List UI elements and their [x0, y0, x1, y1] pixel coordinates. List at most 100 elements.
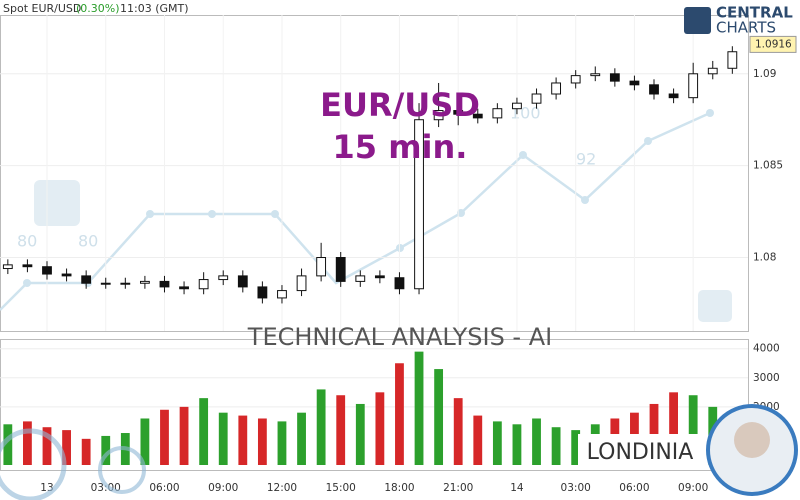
volume-bar	[257, 418, 267, 465]
y-tick-label: 4000	[753, 343, 780, 355]
change: (0.30%)	[76, 2, 120, 15]
candle-body	[433, 110, 444, 121]
volume-bar	[140, 418, 150, 465]
volume-bar	[160, 409, 169, 465]
watermark-icon	[34, 180, 80, 226]
brand-name: CENTRAL	[716, 4, 793, 22]
candle-body	[414, 119, 424, 290]
candle-body	[100, 282, 111, 285]
x-tick-label: 06:00	[149, 482, 179, 494]
candle-body	[257, 286, 268, 299]
candle-body	[531, 93, 542, 104]
volume-bar	[62, 430, 71, 465]
x-tick-label: 21:00	[443, 482, 473, 494]
y-tick-label: 1.08	[753, 252, 776, 264]
volume-bar	[199, 398, 209, 465]
volume-bar	[532, 418, 541, 465]
volume-bar	[81, 438, 91, 465]
volume-bar	[434, 369, 444, 465]
candle-body	[472, 113, 483, 119]
volume-bar	[492, 421, 502, 465]
volume-bar	[395, 363, 404, 465]
candle-body	[139, 280, 150, 284]
watermark-icon	[698, 290, 732, 322]
candle-body	[374, 275, 385, 279]
candle-body	[179, 286, 189, 290]
x-tick-label: 09:00	[208, 482, 238, 494]
candle-body	[727, 51, 738, 69]
partner-name: LONDINIA	[587, 440, 694, 465]
volume-bar	[336, 395, 346, 465]
volume-bar	[101, 435, 111, 465]
decor-circle	[98, 446, 146, 494]
volume-bar	[551, 427, 561, 465]
partner-box	[578, 434, 702, 470]
x-tick-label: 18:00	[384, 482, 414, 494]
brand-name: CHARTS	[716, 19, 776, 37]
volume-bar	[316, 389, 326, 465]
candle-body	[629, 80, 640, 86]
candle-body	[590, 73, 601, 77]
volume-bar	[414, 351, 424, 465]
candle-body	[649, 84, 659, 95]
x-tick-label: 06:00	[619, 482, 649, 494]
symbol: Spot EUR/USD	[3, 2, 81, 15]
candle-body	[492, 108, 503, 119]
candle-body	[707, 67, 718, 75]
volume-bar	[277, 421, 287, 465]
volume-bar	[571, 430, 581, 465]
candle-body	[120, 282, 131, 285]
chart-title: EUR/USD	[320, 86, 480, 124]
watermark-label: 80	[78, 232, 98, 251]
candle-body	[22, 264, 33, 268]
banner: TECHNICAL ANALYSIS - AI	[247, 323, 552, 351]
price-panel	[0, 15, 749, 332]
candle-body	[2, 264, 13, 270]
candle-body	[551, 82, 562, 95]
volume-bar	[688, 395, 698, 465]
volume-bar	[669, 392, 678, 465]
last-price-box	[749, 35, 797, 53]
candle-body	[61, 273, 72, 277]
volume-bar	[23, 421, 32, 465]
x-tick-label: 03:00	[561, 482, 591, 494]
decor-circle	[0, 428, 67, 500]
volume-bar	[218, 412, 228, 465]
volume-bar	[179, 406, 189, 465]
chart-subtitle: 15 min.	[333, 128, 468, 166]
candle-body	[237, 275, 248, 288]
volume-bar	[297, 412, 306, 465]
volume-bar	[238, 415, 248, 465]
volume-bar	[512, 424, 522, 465]
candle-body	[277, 290, 287, 299]
candle-body	[394, 277, 405, 290]
watermark-label: 92	[576, 150, 596, 169]
last-price-label: 1.0916	[755, 38, 792, 50]
candle-body	[570, 75, 581, 84]
candle-body	[316, 257, 327, 277]
volume-bar	[453, 398, 463, 465]
brand-logo	[684, 7, 711, 34]
candle-body	[688, 73, 699, 99]
candle-body	[81, 275, 92, 284]
candle-body	[512, 102, 522, 110]
x-tick-label: 15:00	[326, 482, 356, 494]
time: 11:03 (GMT)	[120, 2, 189, 15]
candle-body	[453, 110, 464, 115]
y-tick-label: 1.09	[753, 68, 776, 80]
candle-body	[42, 266, 52, 275]
candle-body	[355, 275, 366, 282]
volume-bar	[42, 427, 52, 465]
x-tick-label: 09:00	[678, 482, 708, 494]
watermark-labels: 80 80 100 92	[17, 104, 596, 251]
candle-body	[335, 257, 346, 282]
candle-body	[218, 275, 229, 281]
x-tick-label: 14	[510, 482, 524, 494]
y-tick-label: 3000	[753, 372, 780, 384]
watermark-label: 80	[17, 232, 37, 251]
candle-body	[609, 73, 620, 82]
y-tick-label: 1.085	[753, 160, 783, 172]
candle-body	[159, 280, 170, 288]
